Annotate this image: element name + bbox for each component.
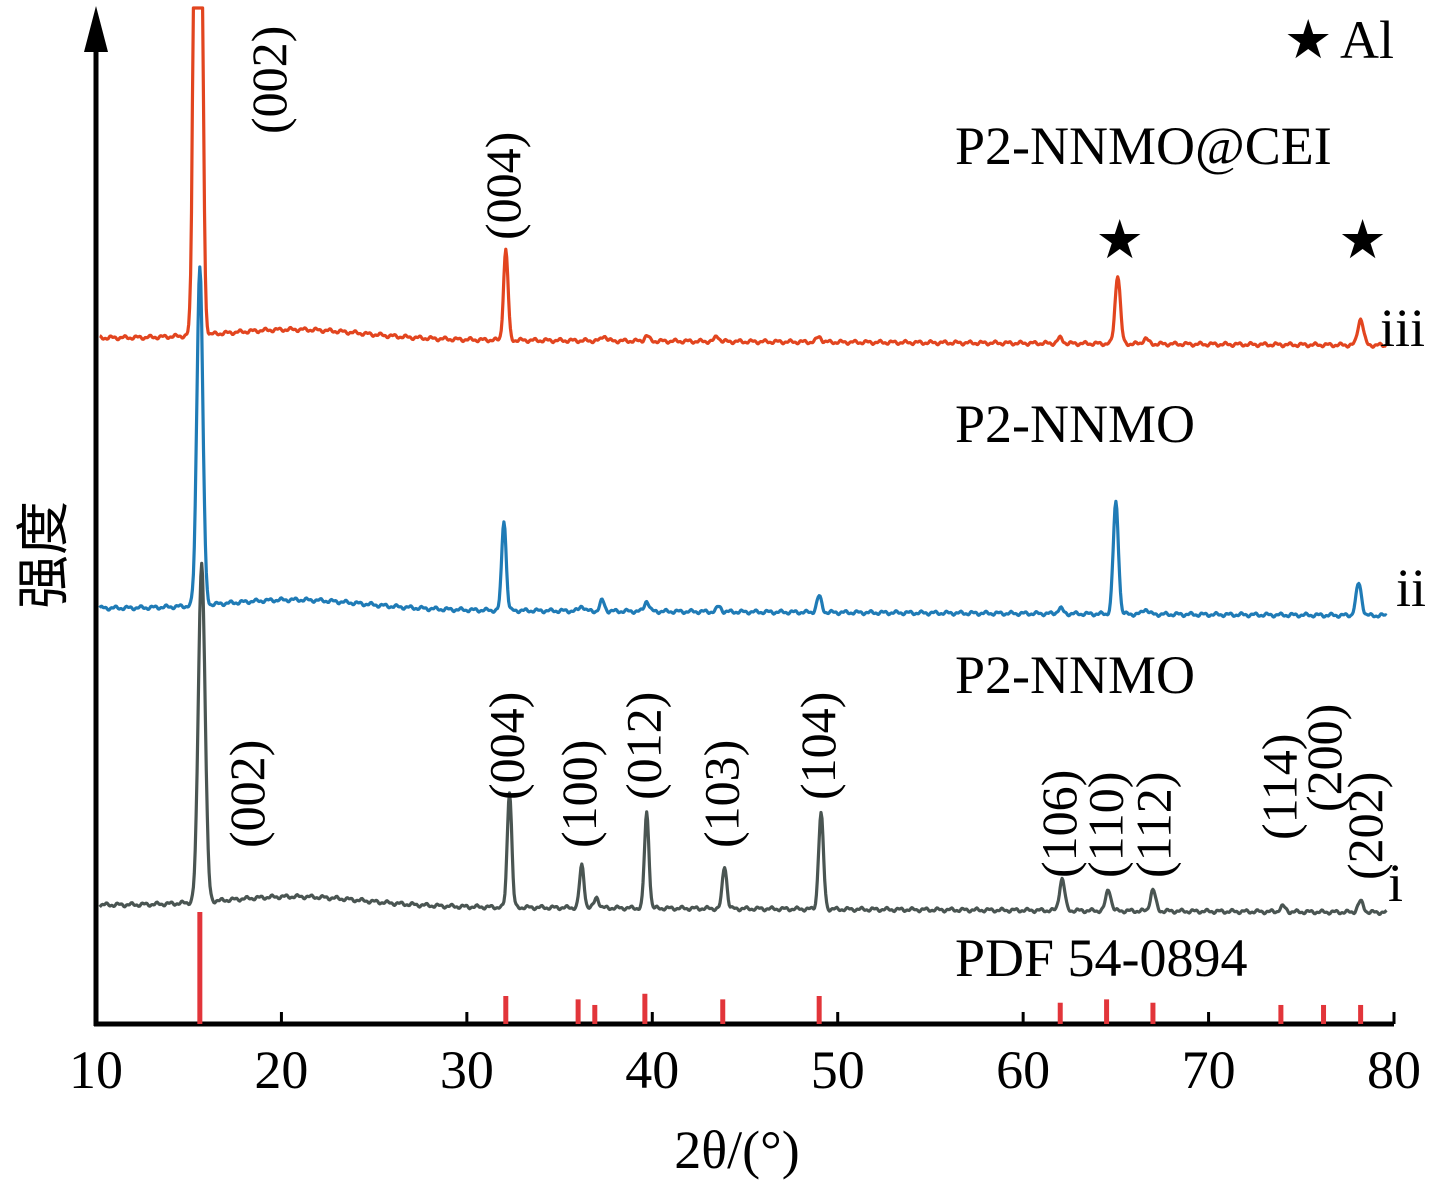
x-tick-group: 10 20 30 40 50 60 70 80 <box>69 1012 1421 1100</box>
x-tick-label-40: 40 <box>625 1040 679 1100</box>
peak-label-i-104: (104) <box>790 692 846 800</box>
peak-label-i-202: (202) <box>1337 772 1393 880</box>
series-label-ii: P2-NNMO <box>955 394 1195 454</box>
peak-label-i-106: (106) <box>1031 770 1087 878</box>
peak-label-iii-004: (004) <box>475 132 531 240</box>
x-tick-label-70: 70 <box>1182 1040 1236 1100</box>
y-axis-arrow <box>84 6 108 52</box>
peak-label-i-110: (110) <box>1077 772 1133 878</box>
peak-label-i-103: (103) <box>694 740 750 848</box>
series-trace-iii <box>99 6 1388 349</box>
series-tag-i: i <box>1388 853 1403 913</box>
series-label-i: P2-NNMO <box>955 645 1195 705</box>
x-tick-label-50: 50 <box>811 1040 865 1100</box>
series-trace-ii <box>98 265 1388 619</box>
peak-label-i-012: (012) <box>616 692 672 800</box>
x-tick-label-30: 30 <box>440 1040 494 1100</box>
x-tick-label-10: 10 <box>69 1040 123 1100</box>
series-tag-ii: ii <box>1396 558 1426 618</box>
x-tick-label-80: 80 <box>1367 1040 1421 1100</box>
legend-label: Al <box>1340 10 1394 70</box>
peak-label-iii-002: (002) <box>241 26 297 134</box>
peak-label-i-114: (114) <box>1252 734 1308 840</box>
legend: ★ Al <box>1284 10 1394 70</box>
al-marker-star-icon-1: ★ <box>1338 210 1386 270</box>
x-axis-title: 2θ/(°) <box>674 1120 799 1180</box>
peak-annotations: (002) (004) (002) (004) (100) (012) (103) (104)… <box>219 26 1393 880</box>
legend-star-icon: ★ <box>1284 10 1332 70</box>
reference-pattern <box>197 912 1364 1024</box>
peak-label-i-112: (112) <box>1126 772 1182 878</box>
x-tick-label-20: 20 <box>254 1040 308 1100</box>
peak-label-i-002: (002) <box>219 740 275 848</box>
al-marker-star-icon-0: ★ <box>1096 210 1144 270</box>
y-axis-title: 强度 <box>14 501 74 609</box>
reference-label: PDF 54-0894 <box>955 928 1248 988</box>
peak-label-i-100: (100) <box>551 740 607 848</box>
series-tag-iii: iii <box>1380 298 1425 358</box>
peak-label-i-200: (200) <box>1296 704 1352 812</box>
series-trace-i <box>98 561 1388 916</box>
series-group <box>98 6 1388 916</box>
peak-label-i-004: (004) <box>479 692 535 800</box>
series-label-iii: P2-NNMO@CEI <box>955 116 1332 176</box>
x-tick-label-60: 60 <box>996 1040 1050 1100</box>
